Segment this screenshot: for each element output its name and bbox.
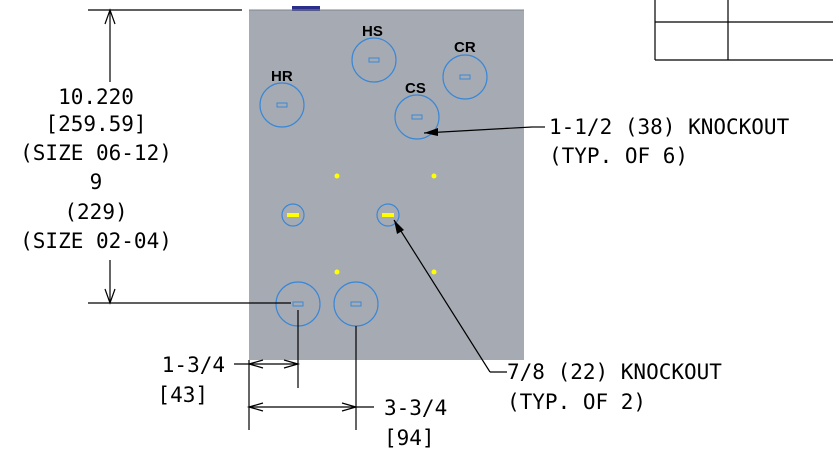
label-cr: CR bbox=[454, 39, 476, 56]
knockout-cr bbox=[442, 54, 488, 100]
small-knockout-left bbox=[281, 203, 305, 227]
bottom-dim-2-metric: [94] bbox=[384, 426, 435, 450]
bottom-dim-1-imperial: 1-3/4 bbox=[162, 353, 225, 377]
top-tab bbox=[292, 6, 320, 11]
callout-small-leader bbox=[393, 219, 507, 373]
title-block bbox=[654, 0, 833, 61]
bottom-dim-1-metric: [43] bbox=[157, 383, 208, 407]
label-cs: CS bbox=[405, 80, 426, 97]
small-knockout-right bbox=[376, 203, 400, 227]
height-dim-metric: [259.59] bbox=[45, 112, 146, 136]
knockout-hr bbox=[259, 82, 305, 128]
callout-large-leader bbox=[423, 126, 545, 136]
bottom-dim-2-imperial: 3-3/4 bbox=[384, 396, 447, 420]
bottom-dimension-lines bbox=[234, 310, 374, 430]
height-dim-size-small: (SIZE 02-04) bbox=[20, 229, 172, 253]
height-dim-alt-metric: (229) bbox=[64, 200, 127, 224]
knockout-hs bbox=[351, 37, 397, 83]
height-dim-imperial: 10.220 bbox=[58, 85, 134, 109]
label-hr: HR bbox=[271, 68, 293, 85]
height-dim-alt-imperial: 9 bbox=[90, 170, 103, 194]
height-dimension bbox=[88, 8, 291, 305]
callout-small-line1: 7/8 (22) KNOCKOUT bbox=[507, 360, 722, 384]
knockout-cs bbox=[394, 94, 440, 140]
height-dim-size-large: (SIZE 06-12) bbox=[20, 141, 172, 165]
label-hs: HS bbox=[362, 23, 383, 40]
callout-small-line2: (TYP. OF 2) bbox=[507, 390, 646, 414]
callout-large-line1: 1-1/2 (38) KNOCKOUT bbox=[549, 115, 790, 139]
marker-dots bbox=[334, 173, 437, 275]
callout-large-line2: (TYP. OF 6) bbox=[549, 144, 688, 168]
enclosure-panel bbox=[249, 10, 524, 360]
